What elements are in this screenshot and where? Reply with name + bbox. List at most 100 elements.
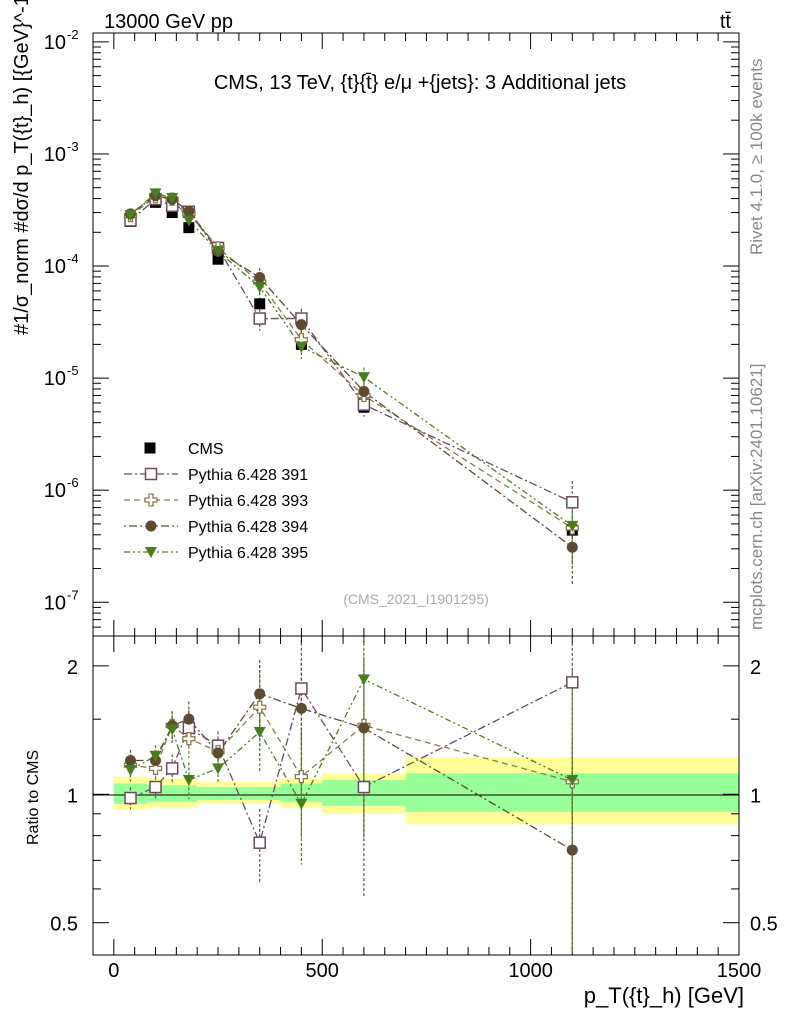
- y-tick-label: 10: [44, 592, 66, 614]
- ratio-point: [183, 713, 195, 725]
- legend-marker: [145, 520, 157, 532]
- ratio-point: [148, 761, 163, 776]
- ratio-point: [182, 775, 195, 787]
- y-axis-label-ratio: Ratio to CMS: [25, 750, 42, 845]
- data-point: [166, 192, 179, 204]
- ratio-y-tick-label: 1: [67, 785, 78, 807]
- data-point: [253, 281, 266, 293]
- data-point: [182, 215, 195, 227]
- data-point: [254, 298, 266, 310]
- ratio-point: [166, 724, 179, 736]
- data-point: [183, 222, 195, 234]
- legend: CMS Pythia 6.428 391 Pythia 6.428 393 Pythi…: [124, 441, 308, 562]
- chart-title: CMS, 13 TeV, {t}{t̄} e/μ +{jets}: 3 Addi…: [214, 72, 626, 94]
- data-point: [212, 253, 224, 265]
- data-point: [295, 341, 308, 353]
- y-tick-exponent: -7: [67, 587, 79, 602]
- main-ticks: 10-710-610-510-410-310-2: [44, 27, 739, 637]
- y-tick-exponent: -4: [67, 251, 79, 266]
- data-point: [183, 205, 195, 217]
- data-point: [295, 319, 307, 331]
- y-tick-label: 10: [44, 256, 66, 278]
- y-tick-exponent: -3: [67, 139, 79, 154]
- ratio-line-2: [130, 693, 573, 851]
- y-tick-exponent: -6: [67, 475, 79, 490]
- beam-label: 13000 GeV pp: [104, 11, 233, 33]
- ratio-point: [566, 775, 579, 787]
- ratio-y-tick-label: 2: [67, 657, 78, 679]
- ratio-point: [253, 836, 266, 849]
- x-tick-label: 1500: [717, 960, 762, 982]
- data-point: [149, 188, 162, 200]
- rivet-label: Rivet 4.1.0, ≥ 100k events: [747, 59, 766, 255]
- ratio-y-tick-label: 0.5: [50, 914, 78, 936]
- ratio-point: [357, 674, 370, 686]
- ratio-point: [149, 780, 162, 794]
- x-tick-label: 0: [108, 960, 119, 982]
- x-tick-label: 500: [306, 960, 339, 982]
- data-point: [566, 520, 579, 532]
- ratio-point: [254, 688, 266, 700]
- y-tick-exponent: -2: [67, 27, 79, 42]
- ratio-point: [295, 798, 308, 810]
- legend-label: Pythia 6.428 393: [188, 493, 308, 510]
- data-point: [212, 246, 225, 258]
- ratio-markers: [123, 674, 579, 856]
- ratio-point: [124, 791, 137, 805]
- ratio-point: [294, 769, 309, 784]
- ratio-point: [165, 762, 179, 775]
- data-point: [254, 272, 266, 284]
- legend-label: Pythia 6.428 394: [188, 519, 308, 536]
- ratio-point: [295, 702, 307, 714]
- data-point: [566, 496, 579, 509]
- legend-marker: [144, 442, 156, 454]
- y-tick-label: 10: [44, 32, 66, 54]
- ratio-point: [212, 763, 225, 775]
- main-markers: [123, 188, 579, 553]
- data-point: [357, 372, 370, 384]
- analysis-watermark: (CMS_2021_I1901295): [343, 591, 489, 607]
- ratio-y-tick-label-right: 1: [750, 785, 761, 807]
- ratio-point: [253, 700, 267, 714]
- ratio-line-3: [130, 678, 573, 806]
- ratio-point: [566, 676, 579, 689]
- ratio-ticks: 0.5 0.5 1 1 2 2 0 500 1000 1500: [50, 636, 778, 982]
- ratio-y-tick-label-right: 0.5: [750, 914, 778, 936]
- y-tick-label: 10: [44, 480, 66, 502]
- legend-marker: [144, 493, 158, 507]
- ratio-point: [566, 844, 578, 856]
- ratio-point: [358, 722, 370, 734]
- data-point: [166, 207, 178, 219]
- ratio-point: [212, 747, 224, 759]
- x-axis-label: p_T({t}_h) [GeV]: [584, 983, 744, 1008]
- legend-label: CMS: [188, 441, 224, 458]
- data-point: [124, 210, 137, 222]
- ratio-frame: [92, 635, 740, 956]
- ratio-point: [357, 780, 371, 794]
- y-tick-label: 10: [44, 368, 66, 390]
- ratio-point: [253, 726, 266, 738]
- x-tick-label: 1000: [508, 960, 553, 982]
- legend-label: Pythia 6.428 391: [188, 467, 308, 484]
- legend-marker: [145, 547, 157, 558]
- y-axis-label-main: #1/σ_norm #dσ/d p_T({t}_h) [{GeV}^-1]: [11, 0, 33, 335]
- ratio-point: [149, 750, 162, 762]
- data-point: [253, 312, 266, 325]
- ratio-point: [295, 682, 308, 695]
- y-tick-exponent: -5: [67, 363, 79, 378]
- ratio-y-tick-label-right: 2: [750, 657, 761, 679]
- ratio-panel: Ratio to CMS p_T({t}_h) [GeV] 0.5 0.5 1 1 2 2…: [25, 635, 778, 1008]
- ratio-point: [125, 755, 137, 767]
- legend-marker: [144, 467, 158, 481]
- ratio-point: [124, 765, 137, 777]
- ratio-uncertainty-bands: [113, 757, 739, 825]
- main-panel: CMS, 13 TeV, {t}{t̄} e/μ +{jets}: 3 Addi…: [11, 0, 740, 637]
- data-point: [358, 385, 370, 397]
- process-label: tt̄: [720, 11, 732, 33]
- legend-label: Pythia 6.428 395: [188, 545, 308, 562]
- mcplots-label: mcplots.cern.ch [arXiv:2401.10621]: [747, 364, 766, 630]
- data-point: [566, 541, 578, 553]
- ratio-point: [182, 732, 196, 746]
- y-tick-label: 10: [44, 144, 66, 166]
